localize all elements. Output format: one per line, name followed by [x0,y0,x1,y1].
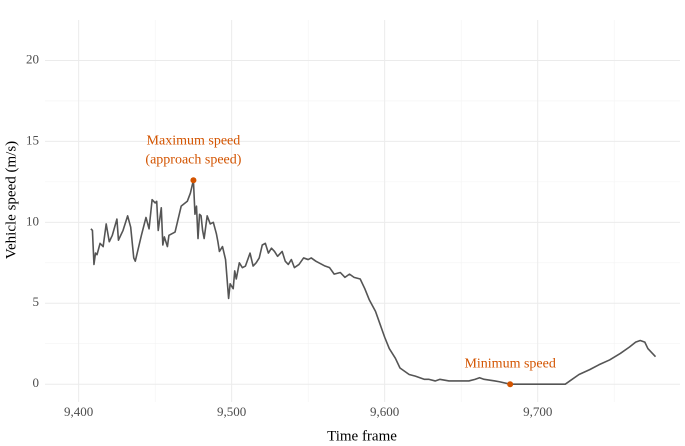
speed-line [90,179,657,385]
annotation-label: (approach speed) [145,152,241,167]
x-tick-label: 9,600 [370,404,399,419]
annotation-label: Minimum speed [464,356,555,371]
x-tick-label: 9,700 [523,404,552,419]
y-tick-label: 15 [26,132,39,147]
x-axis-title: Time frame [327,428,397,444]
y-tick-label: 10 [26,213,39,228]
annotation-point [190,177,197,184]
y-tick-label: 20 [26,51,39,66]
y-tick-label: 5 [33,294,40,309]
annotation-point [507,381,514,388]
y-axis-title: Vehicle speed (m/s) [3,141,19,259]
annotation-label: Maximum speed [147,133,241,148]
x-tick-label: 9,400 [64,404,93,419]
y-tick-label: 0 [33,375,40,390]
x-tick-label: 9,500 [217,404,246,419]
